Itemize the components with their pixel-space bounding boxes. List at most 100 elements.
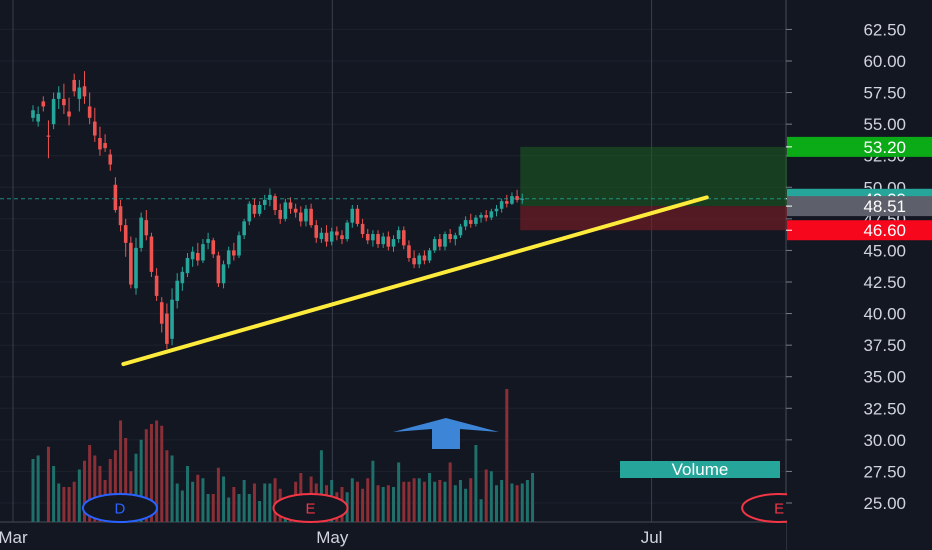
candle-body [371,234,375,241]
volume-bar [139,439,143,522]
candle [247,201,252,226]
candle [118,199,123,232]
candle [221,260,226,289]
candle-body [149,236,154,272]
candle [304,204,308,227]
volume-bar [247,494,251,522]
time-axis[interactable]: Mar May Jul [0,523,786,550]
long-position-tool[interactable] [520,146,790,231]
candle [206,232,210,250]
candle [293,203,298,218]
candle [257,201,262,217]
candle-body [129,242,133,285]
volume-bar [397,462,401,522]
candle [432,236,437,253]
trendline[interactable] [121,195,709,367]
candle [463,216,468,231]
candle-body [340,235,344,240]
candle [159,297,164,333]
candle [422,250,427,265]
volume-bar [227,497,231,522]
candle-body [180,271,185,284]
volume-bar [149,424,153,522]
price-tag-target: 53.20 [786,136,932,157]
candle-body [329,231,334,242]
candle [283,198,288,222]
trendline-segment[interactable] [121,195,709,367]
loss-zone[interactable] [520,206,790,231]
candle [190,246,195,267]
candle [103,134,107,152]
price-axis-label: 55.00 [863,115,906,134]
volume-bar [36,455,40,522]
candle [484,210,488,222]
candle [499,198,504,213]
price-axis[interactable]: 62.5060.0057.5055.0052.5050.0047.5045.00… [786,0,932,550]
candle-body [144,220,149,236]
volume-bar [448,462,452,522]
volume-bar [500,480,504,522]
event-marker-e[interactable]: E [272,493,349,523]
volume-bar [381,487,385,522]
candle-body [463,220,468,227]
volume-bar [119,420,123,522]
price-tag-label: 53.20 [863,138,906,157]
candle-body [98,138,102,150]
volume-bar [170,455,174,522]
volume-bar [196,474,200,522]
candle-body [304,208,308,222]
candle-body [56,92,61,99]
candle [335,226,339,241]
time-axis-label: May [316,528,349,547]
candle-body [402,230,406,246]
candle [329,227,334,246]
up-arrow-icon[interactable] [393,418,499,449]
candle-body [31,110,35,118]
time-axis-label: Mar [0,528,28,547]
candle [360,218,365,238]
candle [386,231,391,251]
event-marker-label: E [305,501,315,518]
candle [252,198,257,218]
event-marker-d[interactable]: D [81,493,158,523]
candle-body [386,236,391,247]
volume-bar [98,466,102,522]
volume-bar [505,389,509,522]
candle [82,71,87,104]
candle [479,212,483,223]
candle-body [247,203,252,222]
volume-bar [206,494,210,522]
volume-legend: Volume [620,460,780,479]
candle [474,215,478,227]
candle [407,240,411,262]
candle-body [185,258,190,274]
candle-body [468,220,473,224]
volume-bar [510,483,514,522]
candle-body [396,230,401,240]
candle [376,230,380,248]
price-axis-label: 40.00 [863,305,906,324]
volume-bar [67,487,71,522]
candle [232,242,236,261]
candle-body [221,264,226,284]
candle-body [360,223,365,235]
candle-body [510,196,514,204]
candle-body [226,250,231,265]
price-axis-label: 35.00 [863,368,906,387]
volume-bar [31,459,35,522]
candle-body [427,250,432,261]
candle-body [391,239,396,247]
candle-body [494,208,499,212]
candle-body [489,211,494,218]
up-arrow-annotation[interactable] [393,418,499,449]
volume-bar [469,478,473,522]
volume-bar [258,501,262,522]
candle [448,228,452,243]
candle-body [505,201,509,204]
candle-body [165,313,169,344]
volume-bar [113,450,117,522]
profit-zone[interactable] [520,146,790,207]
candle [494,204,499,217]
